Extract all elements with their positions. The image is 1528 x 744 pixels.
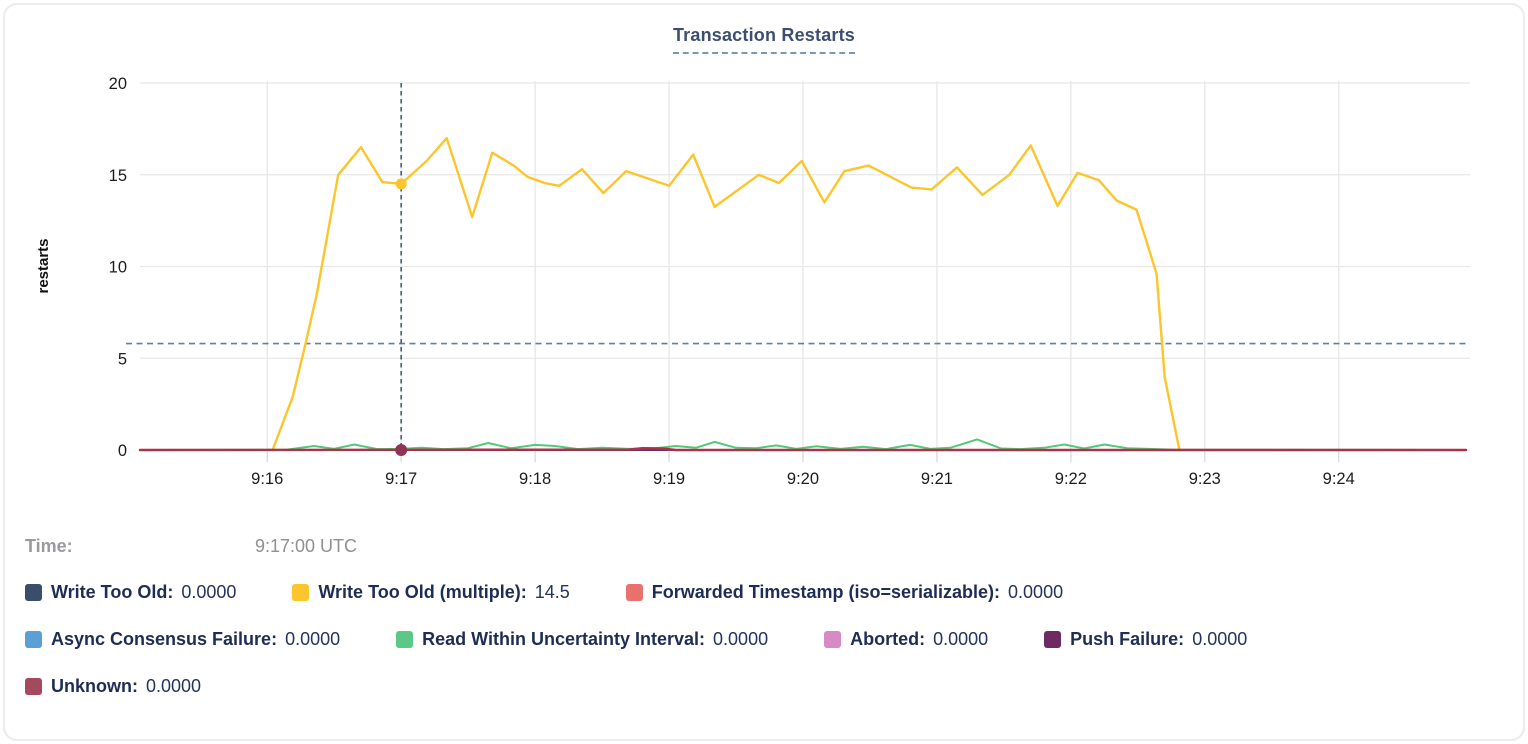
- legend-value: 0.0000: [1192, 629, 1248, 649]
- legend-label: Async Consensus Failure:: [51, 629, 278, 649]
- chart-title[interactable]: Transaction Restarts: [672, 25, 856, 54]
- x-tick-label: 9:18: [519, 470, 551, 488]
- legend-label: Unknown:: [51, 676, 138, 696]
- legend-swatch: [25, 678, 42, 695]
- y-tick-label: 20: [109, 75, 127, 93]
- x-tick-label: 9:21: [921, 470, 953, 488]
- transaction-restarts-chart[interactable]: 0 5 10 15 20 9:16 9:17 9:18 9:19 9:20 9:21 9:22 9:23…: [0, 0, 1528, 505]
- legend-item-write-too-old-multiple: Write Too Old (multiple): 14.5: [292, 582, 570, 603]
- series-line-write-too-old-multiple: [271, 136, 1181, 452]
- legend-value: 0.0000: [933, 629, 989, 649]
- series-line-unknown: [138, 447, 1468, 452]
- time-readout: Time: 9:17:00 UTC: [25, 536, 625, 558]
- legend-item-push-failure: Push Failure: 0.0000: [1044, 629, 1247, 650]
- y-tick-label: 15: [109, 167, 127, 185]
- chart-legend: Write Too Old: 0.0000 Write Too Old (multi…: [25, 582, 1503, 697]
- legend-swatch: [25, 631, 42, 648]
- legend-row: Write Too Old: 0.0000 Write Too Old (multi…: [25, 582, 1503, 603]
- time-label: Time:: [25, 536, 73, 556]
- chart-header: Transaction Restarts: [0, 25, 1528, 54]
- time-value: 9:17:00 UTC: [255, 536, 358, 556]
- x-tick-label: 9:17: [385, 470, 417, 488]
- x-tick-label: 9:19: [653, 470, 685, 488]
- legend-label: Write Too Old:: [51, 582, 174, 602]
- crosshair-dot-write-too-old-multiple: [395, 178, 407, 190]
- legend-label: Read Within Uncertainty Interval:: [422, 629, 706, 649]
- x-tick-label: 9:24: [1323, 470, 1355, 488]
- legend-item-forwarded-timestamp-iso-serializable: Forwarded Timestamp (iso=serializable): 0…: [625, 582, 1064, 603]
- x-tick-label: 9:16: [251, 470, 283, 488]
- legend-swatch: [25, 584, 42, 601]
- legend-item-read-within-uncertainty-interval: Read Within Uncertainty Interval: 0.0000: [396, 629, 768, 650]
- legend-label: Write Too Old (multiple):: [318, 582, 527, 602]
- legend-item-async-consensus-failure: Async Consensus Failure: 0.0000: [25, 629, 340, 650]
- legend-item-unknown: Unknown: 0.0000: [25, 676, 201, 697]
- legend-row: Unknown: 0.0000: [25, 676, 1503, 697]
- y-tick-label: 0: [118, 442, 127, 460]
- x-tick-label: 9:20: [787, 470, 819, 488]
- legend-value: 0.0000: [713, 629, 769, 649]
- legend-value: 14.5: [534, 582, 570, 602]
- legend-value: 0.0000: [1008, 582, 1064, 602]
- y-axis-title: restarts: [35, 238, 52, 293]
- legend-row: Async Consensus Failure: 0.0000 Read Withi…: [25, 629, 1503, 650]
- x-tick-label: 9:23: [1189, 470, 1221, 488]
- legend-label: Push Failure:: [1070, 629, 1185, 649]
- legend-item-write-too-old: Write Too Old: 0.0000: [25, 582, 236, 603]
- legend-swatch: [396, 631, 414, 648]
- crosshair-dot-unknown: [395, 444, 408, 456]
- legend-swatch: [625, 584, 643, 601]
- y-tick-label: 10: [109, 259, 127, 277]
- legend-label: Aborted:: [850, 629, 926, 649]
- legend-swatch: [292, 584, 310, 601]
- legend-label: Forwarded Timestamp (iso=serializable):: [651, 582, 1001, 602]
- y-tick-label: 5: [118, 350, 127, 368]
- x-tick-label: 9:22: [1055, 470, 1087, 488]
- legend-swatch: [1044, 631, 1062, 648]
- legend-item-aborted: Aborted: 0.0000: [824, 629, 988, 650]
- legend-value: 0.0000: [146, 676, 202, 696]
- series-line-read-within-uncertainty-interval: [139, 438, 1467, 451]
- legend-value: 0.0000: [181, 582, 237, 602]
- legend-swatch: [824, 631, 842, 648]
- legend-value: 0.0000: [285, 629, 341, 649]
